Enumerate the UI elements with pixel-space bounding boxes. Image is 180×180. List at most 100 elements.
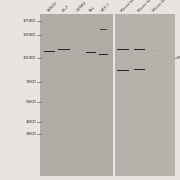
Bar	[134, 49, 145, 50]
Bar	[134, 69, 145, 70]
Bar	[86, 52, 96, 53]
Bar	[134, 49, 145, 50]
Text: Mouse kidney: Mouse kidney	[120, 0, 141, 13]
Bar	[118, 49, 129, 50]
Bar	[117, 70, 129, 71]
Bar	[134, 49, 145, 50]
Text: SW620: SW620	[47, 1, 59, 13]
Bar	[134, 49, 145, 50]
Bar	[118, 49, 129, 50]
Bar	[99, 54, 108, 55]
Bar	[86, 52, 96, 53]
Bar	[118, 49, 129, 50]
Bar	[99, 54, 108, 55]
Bar	[86, 52, 96, 53]
Bar	[118, 49, 129, 50]
Bar	[117, 70, 129, 71]
Bar	[118, 49, 129, 50]
Bar	[58, 49, 70, 50]
Bar	[118, 49, 129, 50]
Bar	[44, 51, 55, 52]
Bar	[86, 52, 96, 53]
Bar	[99, 54, 108, 55]
Bar	[86, 52, 96, 53]
Bar	[118, 49, 129, 50]
Bar	[117, 70, 129, 71]
Bar	[44, 51, 55, 52]
Bar	[134, 69, 145, 70]
Bar	[99, 54, 108, 55]
Bar	[58, 49, 70, 50]
Bar	[134, 49, 145, 50]
Text: 35KD: 35KD	[25, 132, 36, 136]
Bar	[118, 49, 129, 50]
Bar	[118, 49, 129, 50]
Bar	[86, 52, 96, 53]
Bar	[58, 49, 70, 50]
Bar	[86, 52, 96, 53]
Bar	[40, 14, 112, 176]
Bar	[134, 69, 145, 70]
Bar	[99, 54, 108, 55]
Bar	[134, 49, 145, 50]
Bar	[117, 70, 129, 71]
Bar	[58, 49, 70, 50]
Bar	[58, 49, 70, 50]
Text: 40KD: 40KD	[26, 120, 36, 123]
Bar	[99, 54, 108, 55]
Bar	[149, 50, 160, 51]
Bar	[117, 70, 129, 71]
Bar	[99, 54, 108, 55]
Bar	[86, 52, 96, 53]
Bar	[134, 49, 145, 50]
Bar	[99, 54, 108, 55]
Bar	[86, 52, 96, 53]
Bar	[117, 70, 129, 71]
Bar	[118, 49, 129, 50]
Bar	[58, 49, 70, 50]
Bar	[86, 52, 96, 53]
Bar	[117, 70, 129, 71]
Bar	[118, 49, 129, 50]
Bar	[134, 49, 145, 50]
Bar	[118, 49, 129, 50]
Bar	[44, 51, 55, 52]
Bar	[118, 49, 129, 50]
Bar	[134, 49, 145, 50]
Bar	[58, 49, 70, 50]
Bar	[99, 54, 108, 55]
Text: 170KD: 170KD	[23, 19, 36, 23]
Bar	[86, 52, 96, 53]
Bar	[44, 51, 55, 52]
Bar	[134, 69, 145, 70]
Bar	[58, 49, 70, 50]
Bar	[44, 51, 55, 52]
Bar	[118, 49, 129, 50]
Bar	[118, 49, 129, 50]
Bar	[44, 51, 55, 52]
Bar	[118, 49, 129, 50]
Bar	[118, 49, 129, 50]
Bar	[115, 14, 175, 176]
Bar	[134, 69, 145, 70]
Bar	[58, 49, 70, 50]
Bar	[86, 52, 96, 53]
Bar	[99, 54, 108, 55]
Text: MME: MME	[177, 56, 180, 60]
Bar	[86, 52, 96, 53]
Bar	[99, 54, 108, 55]
Bar	[134, 49, 145, 50]
Text: 70KD: 70KD	[25, 80, 36, 84]
Bar	[134, 49, 145, 50]
Bar	[134, 49, 145, 50]
Bar	[134, 49, 145, 50]
Bar	[44, 51, 55, 52]
Bar	[58, 49, 70, 50]
Bar	[134, 69, 145, 70]
Bar	[99, 54, 108, 55]
Bar	[134, 69, 145, 70]
Bar	[134, 49, 145, 50]
Bar	[134, 49, 145, 50]
Bar	[118, 49, 129, 50]
Bar	[117, 70, 129, 71]
